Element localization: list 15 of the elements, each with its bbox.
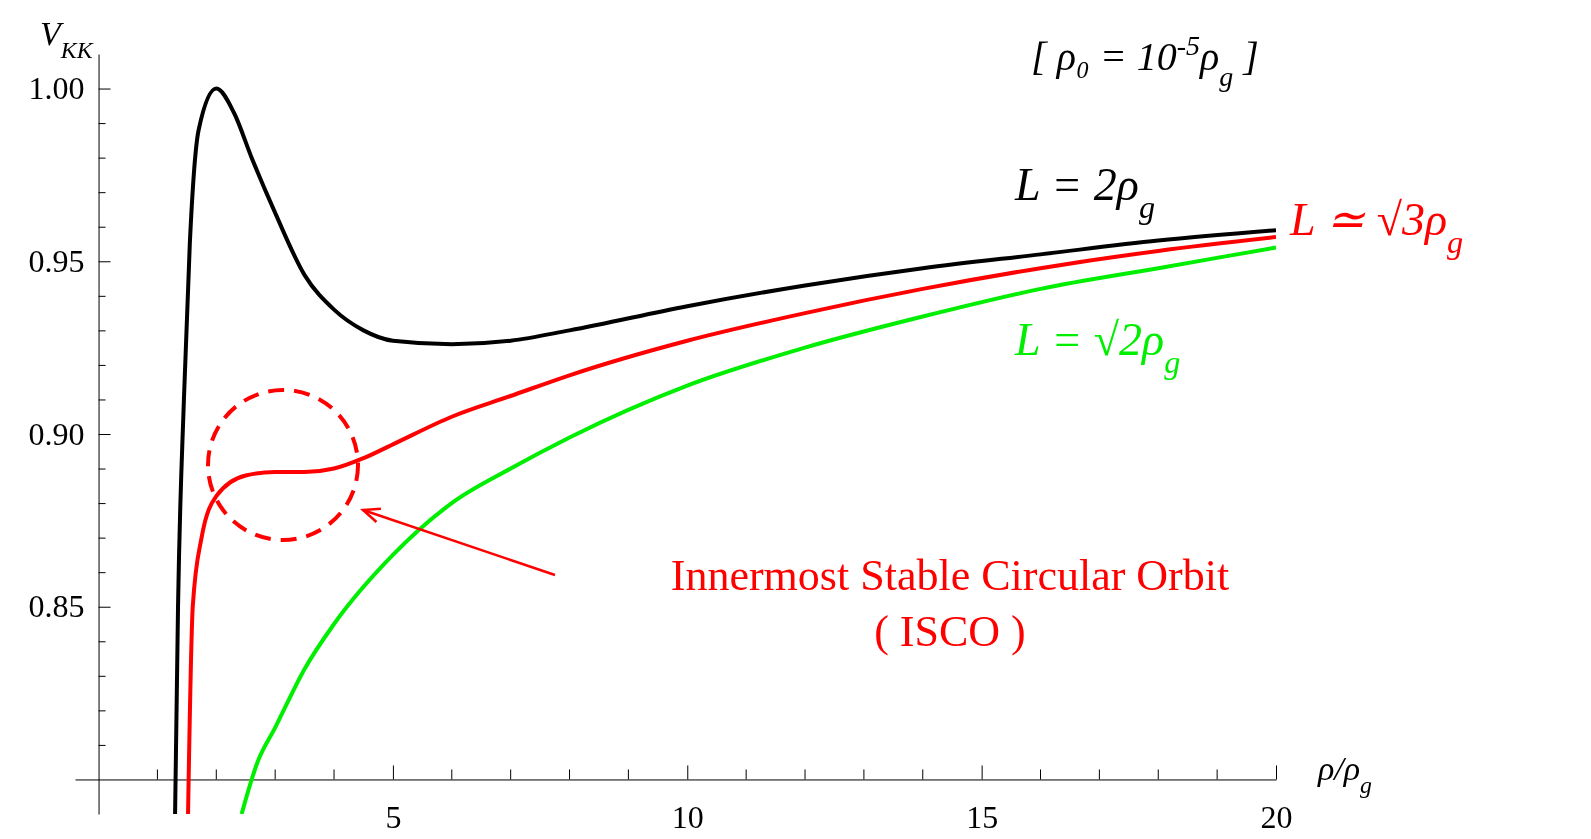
y-tick-label: 1.00 [28, 70, 85, 107]
series-label: L = √2ρ$_{g}$ [1014, 314, 1181, 380]
x-tick-label: 15 [966, 799, 999, 836]
y-axis-title: V$_{KK}$ [40, 15, 94, 63]
y-tick-label: 0.85 [28, 588, 85, 625]
chart-title: [ ρ₀ = 10$^{-5}$ρ$_{g}$ ] [1031, 29, 1259, 92]
x-axis-title: ρ/ρ$_{g}$ [1317, 750, 1373, 798]
series-label: L ≃ √3ρ$_{g}$ [1289, 194, 1464, 260]
y-tick-label: 0.90 [28, 415, 85, 452]
y-tick-label: 0.95 [28, 243, 85, 280]
annotation: Innermost Stable Circular Orbit ( ISCO ) [670, 551, 1230, 656]
series-label: L = 2ρ$_{g}$ [1014, 159, 1155, 225]
x-tick-label: 10 [671, 799, 704, 836]
x-tick-label: 20 [1260, 799, 1293, 836]
x-tick-label: 5 [385, 799, 402, 836]
